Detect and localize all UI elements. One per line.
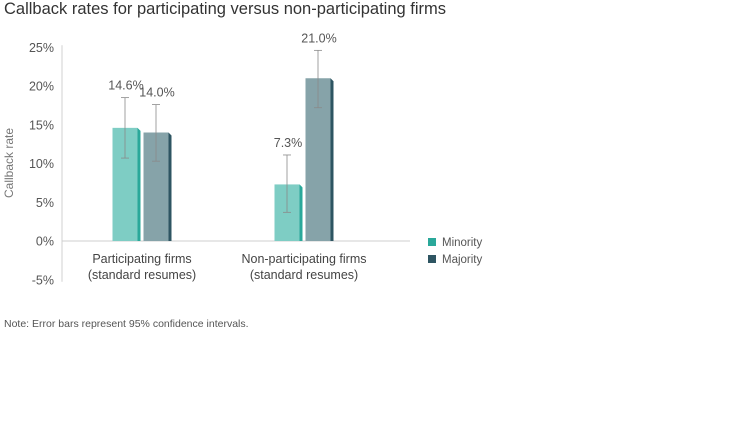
x-category-label-line: (standard resumes) [250,268,358,282]
bar-side-majority-1 [330,78,334,241]
bar-chart: Callback rate -5% 0% 5% 10% 15% 20% 25% 14.6% 7… [2,31,483,287]
y-axis-label: Callback rate [2,128,16,198]
legend-label-majority: Majority [442,254,483,266]
data-label: 21.0% [301,31,336,45]
y-tick-label: 20% [29,80,54,94]
x-category-label: Non-participating firms (standard resumes… [241,252,366,282]
legend-swatch-majority [428,255,436,263]
x-category-label-line: Non-participating firms [241,252,366,266]
bar-side-minority-0 [137,127,141,241]
legend-swatch-minority [428,238,436,246]
data-label: 7.3% [274,136,303,150]
y-tick-label: 25% [29,41,54,55]
chart-note: Note: Error bars represent 95% confidenc… [4,318,249,330]
x-category-label: Participating firms (standard resumes) [88,252,196,282]
x-category-label-line: Participating firms [92,252,191,266]
y-tick-label: 10% [29,157,54,171]
chart-title: Callback rates for participating versus … [4,0,447,18]
data-label: 14.0% [139,86,174,100]
data-label: 14.6% [108,79,143,93]
legend-label-minority: Minority [442,237,483,249]
bar-side-majority-0 [168,132,172,241]
bar-side-minority-1 [299,184,303,241]
y-tick-label: 15% [29,118,54,132]
y-tick-label: -5% [32,273,54,287]
x-category-label-line: (standard resumes) [88,268,196,282]
y-tick-label: 0% [36,235,54,249]
y-tick-label: 5% [36,196,54,210]
